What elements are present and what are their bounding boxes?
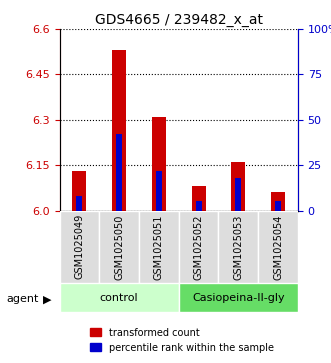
Bar bbox=[196, 201, 202, 211]
Text: GSM1025054: GSM1025054 bbox=[273, 214, 283, 280]
Text: GSM1025050: GSM1025050 bbox=[114, 214, 124, 280]
Text: Casiopeina-II-gly: Casiopeina-II-gly bbox=[192, 293, 285, 303]
Bar bbox=[271, 192, 285, 211]
Legend: transformed count, percentile rank within the sample: transformed count, percentile rank withi… bbox=[88, 326, 276, 355]
FancyBboxPatch shape bbox=[218, 211, 258, 283]
Bar bbox=[76, 196, 82, 211]
Text: GSM1025052: GSM1025052 bbox=[194, 214, 204, 280]
Bar bbox=[275, 201, 281, 211]
Bar bbox=[112, 50, 126, 211]
FancyBboxPatch shape bbox=[60, 211, 99, 283]
Text: ▶: ▶ bbox=[43, 294, 52, 305]
Bar bbox=[231, 162, 245, 211]
Bar bbox=[72, 171, 86, 211]
FancyBboxPatch shape bbox=[179, 211, 218, 283]
Bar bbox=[156, 171, 162, 211]
Bar bbox=[152, 117, 166, 211]
Text: control: control bbox=[100, 293, 138, 303]
Bar bbox=[192, 186, 206, 211]
Title: GDS4665 / 239482_x_at: GDS4665 / 239482_x_at bbox=[95, 13, 263, 26]
Text: GSM1025051: GSM1025051 bbox=[154, 214, 164, 280]
Text: GSM1025053: GSM1025053 bbox=[233, 214, 243, 280]
Bar bbox=[235, 178, 241, 211]
FancyBboxPatch shape bbox=[139, 211, 179, 283]
Text: GSM1025049: GSM1025049 bbox=[74, 214, 84, 280]
FancyBboxPatch shape bbox=[60, 283, 179, 312]
FancyBboxPatch shape bbox=[99, 211, 139, 283]
FancyBboxPatch shape bbox=[258, 211, 298, 283]
FancyBboxPatch shape bbox=[179, 283, 298, 312]
Text: agent: agent bbox=[7, 294, 39, 305]
Bar bbox=[116, 134, 122, 211]
